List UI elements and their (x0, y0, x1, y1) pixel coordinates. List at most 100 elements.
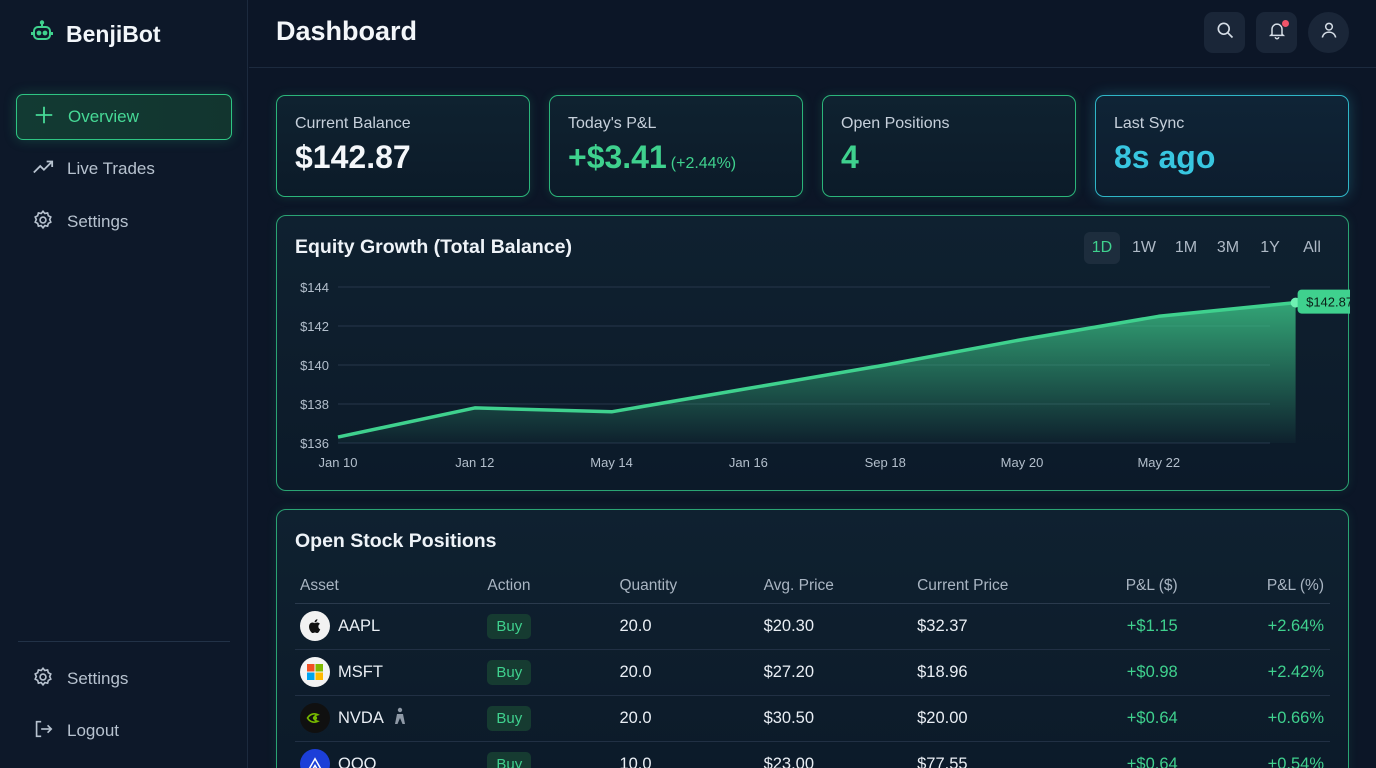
asset-symbol: QQQ (338, 754, 377, 768)
equity-chart-panel: $144 $142 $140 $138 $136 Jan 10 Jan 12 May 14 Ja… (276, 215, 1350, 491)
sidebar-item-logout[interactable]: Logout (16, 708, 232, 754)
range-1y[interactable]: 1Y (1260, 239, 1280, 256)
pnl-card: Today's P&L +$3.41 (+2.44%) (549, 95, 803, 197)
table-header-row: Asset Action Quantity Avg. Price Current… (295, 570, 1330, 604)
brand[interactable]: BenjiBot (30, 20, 161, 49)
sidebar-item-label: Logout (67, 721, 119, 740)
table-row[interactable]: QQQ Buy 10.0 $23.00 $77.55 +$0.64 +0.54% (295, 741, 1330, 768)
gear-icon (32, 666, 54, 693)
avg-price-cell: $20.30 (758, 603, 913, 650)
last-value-label: $142.87 (1306, 295, 1350, 310)
table-row[interactable]: MSFT Buy 20.0 $27.20 $18.96 +$0.98 +2.42… (295, 649, 1330, 696)
avg-price-cell: $23.00 (758, 741, 913, 768)
user-avatar-button[interactable] (1308, 12, 1349, 53)
positions-panel: Open Stock Positions Asset Action Quanti… (276, 509, 1349, 768)
quantity-cell: 20.0 (614, 649, 759, 696)
pnl-dollar-cell: +$1.15 (1085, 603, 1184, 650)
nvidia-logo-icon (300, 703, 330, 733)
action-badge[interactable]: Buy (487, 659, 532, 685)
user-icon (1319, 20, 1339, 45)
balance-value: $142.87 (295, 139, 411, 175)
card-label: Current Balance (295, 115, 411, 132)
sidebar-divider (18, 641, 230, 642)
pnl-value: +$3.41 (568, 139, 667, 175)
sidebar-item-label: Live Trades (67, 159, 155, 178)
qqq-logo-icon (300, 749, 330, 768)
asset-symbol: AAPL (338, 616, 381, 635)
quantity-cell: 20.0 (614, 695, 759, 742)
pnl-percent-cell: +2.64% (1183, 603, 1330, 650)
col-pnl-percent[interactable]: P&L (%) (1183, 570, 1330, 604)
range-1d[interactable]: 1D (1084, 232, 1120, 264)
col-quantity[interactable]: Quantity (614, 570, 759, 604)
positions-value: 4 (841, 139, 859, 175)
action-badge[interactable]: Buy (487, 705, 532, 731)
equity-area (338, 302, 1296, 443)
current-price-cell: $77.55 (912, 741, 1086, 768)
y-tick-label: $136 (300, 436, 329, 451)
y-tick-label: $142 (300, 319, 329, 334)
col-current-price[interactable]: Current Price (912, 570, 1086, 604)
table-row[interactable]: AAPL Buy 20.0 $20.30 $32.37 +$1.15 +2.64… (295, 603, 1330, 650)
pnl-dollar-cell: +$0.98 (1085, 649, 1184, 696)
x-tick-label: Jan 16 (729, 455, 768, 470)
asset-symbol: MSFT (338, 662, 383, 681)
sidebar-item-label: Settings (67, 212, 129, 231)
col-pnl-dollar[interactable]: P&L ($) (1085, 570, 1184, 604)
quantity-cell: 10.0 (614, 741, 759, 768)
card-label: Today's P&L (568, 115, 657, 132)
last-value-badge (1297, 289, 1350, 314)
avg-price-cell: $30.50 (758, 695, 913, 742)
table-row[interactable]: NVDA Buy 20.0 $30.50 $20.00 +$0.64 +0.66… (295, 695, 1330, 742)
pnl-percent-cell: +2.42% (1183, 649, 1330, 696)
sidebar-item-live-trades[interactable]: Live Trades (16, 146, 232, 192)
pnl-dollar-cell: +$0.64 (1085, 741, 1184, 768)
notifications-button[interactable] (1256, 12, 1297, 53)
gear-icon (32, 209, 54, 236)
pnl-value-row: +$3.41 (+2.44%) (568, 139, 784, 176)
x-tick-label: Sep 18 (865, 455, 906, 470)
range-3m[interactable]: 3M (1216, 239, 1240, 256)
y-tick-label: $138 (300, 397, 329, 412)
action-badge[interactable]: Buy (487, 613, 532, 639)
range-1m[interactable]: 1M (1174, 239, 1198, 256)
sidebar-item-settings-bottom[interactable]: Settings (16, 656, 232, 702)
action-badge[interactable]: Buy (487, 751, 532, 768)
y-tick-label: $144 (300, 280, 329, 295)
person-icon (392, 707, 408, 730)
bell-icon (1267, 20, 1287, 45)
chart-title: Equity Growth (Total Balance) (295, 236, 572, 258)
plus-icon (33, 104, 55, 131)
col-avg-price[interactable]: Avg. Price (758, 570, 913, 604)
equity-chart: $144 $142 $140 $138 $136 Jan 10 Jan 12 May 14 Ja… (300, 280, 1350, 470)
equity-line (337, 300, 1296, 439)
positions-title: Open Stock Positions (295, 530, 497, 552)
current-price-cell: $32.37 (912, 603, 1086, 650)
apple-logo-icon (300, 611, 330, 641)
sidebar: BenjiBot Overview Live Trades Settings S… (0, 0, 248, 768)
logout-icon (32, 718, 54, 745)
sync-card: Last Sync 8s ago (1095, 95, 1349, 197)
sidebar-item-settings[interactable]: Settings (16, 199, 232, 245)
col-action[interactable]: Action (482, 570, 615, 604)
pnl-percent-cell: +0.54% (1183, 741, 1330, 768)
balance-card: Current Balance $142.87 (276, 95, 530, 197)
asset-symbol: NVDA (338, 708, 384, 727)
search-icon (1215, 20, 1235, 45)
sidebar-item-overview[interactable]: Overview (16, 94, 232, 140)
col-asset[interactable]: Asset (295, 570, 483, 604)
sidebar-item-label: Settings (67, 669, 129, 688)
positions-table: Asset Action Quantity Avg. Price Current… (295, 570, 1330, 768)
avg-price-cell: $27.20 (758, 649, 913, 696)
pnl-percent-cell: +0.66% (1183, 695, 1330, 742)
sync-value: 8s ago (1114, 139, 1216, 175)
card-label: Last Sync (1114, 115, 1185, 132)
search-button[interactable] (1204, 12, 1245, 53)
range-all[interactable]: All (1303, 239, 1321, 256)
brand-name: BenjiBot (66, 21, 161, 47)
card-label: Open Positions (841, 115, 950, 132)
trending-up-icon (32, 156, 54, 183)
pnl-percent: (+2.44%) (670, 155, 737, 172)
current-price-cell: $20.00 (912, 695, 1086, 742)
range-1w[interactable]: 1W (1132, 239, 1156, 256)
